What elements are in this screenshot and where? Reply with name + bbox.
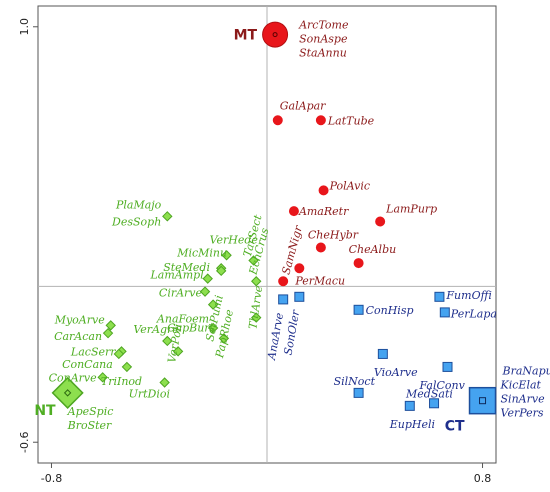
x-tick-label-0: -0.8	[41, 472, 62, 485]
green-label-plamajo: PlaMajo	[115, 198, 162, 211]
centroid-mt-center	[272, 32, 278, 38]
red-point-10	[294, 263, 305, 274]
green-point-7	[202, 273, 213, 284]
blue-point-9	[404, 400, 415, 411]
blue-point-1	[294, 291, 305, 302]
blue-point-3	[434, 291, 445, 302]
red-point-11	[278, 276, 289, 287]
green-point-2	[221, 250, 232, 261]
green-point-18	[159, 377, 170, 388]
green-label-cirarve: CirArve	[159, 287, 203, 300]
red-point-3	[272, 115, 283, 126]
centroid-label-nt: NT	[34, 403, 56, 419]
green-point-22	[251, 312, 262, 323]
red-label-galapar: GalApar	[280, 99, 326, 112]
red-label-chealbu: CheAlbu	[349, 243, 397, 256]
blue-point-7	[353, 387, 364, 398]
green-label-triinod: TriInod	[101, 375, 142, 388]
green-point-12	[102, 327, 114, 339]
green-label-caracan: CarAcan	[54, 330, 102, 343]
green-label-conarve: ConArve	[49, 371, 98, 384]
green-point-11	[105, 320, 116, 331]
centroid-label-mt: MT	[234, 28, 258, 44]
y-tick-label-0: 1.0	[18, 18, 31, 36]
blue-label-vioarve: VioArve	[374, 366, 418, 379]
blue-point-4	[439, 307, 450, 318]
green-label-capburs: CapBurs	[167, 322, 215, 335]
blue-label-medsati: MedSati	[405, 387, 453, 400]
blue-label-kicelat: KicElat	[500, 379, 542, 392]
green-label-apespic: ApeSpic	[67, 405, 114, 418]
green-point-8	[199, 286, 211, 297]
chart-marks	[51, 21, 497, 415]
green-label-thlarve: ThlArve	[246, 284, 265, 330]
red-label-lattube: LatTube	[327, 114, 375, 127]
red-label-amaretr: AmaRetr	[298, 205, 349, 218]
red-label-permacu: PerMacu	[294, 274, 345, 287]
plot-frame	[37, 5, 497, 464]
green-point-6	[251, 276, 262, 287]
blue-point-5	[377, 348, 388, 359]
red-point-9	[353, 258, 364, 269]
green-label-micminu: MicMinu	[176, 246, 227, 259]
centroid-nt-center	[63, 389, 72, 397]
blue-label-perlapa: PerLapa	[450, 307, 497, 320]
red-point-6	[288, 206, 299, 217]
centroid-mt	[262, 21, 289, 48]
green-point-17	[97, 372, 108, 383]
red-label-arctome: ArcTome	[298, 19, 349, 32]
red-label-staannu: StaAnnu	[299, 47, 347, 60]
red-point-5	[318, 185, 329, 196]
red-label-polavic: PolAvic	[329, 179, 371, 192]
green-point-3	[248, 255, 259, 266]
blue-label-sinarve: SinArve	[501, 393, 546, 406]
red-point-7	[375, 216, 386, 227]
centroid-label-ct: CT	[445, 419, 465, 435]
red-point-8	[315, 242, 326, 253]
green-point-9	[207, 299, 219, 310]
blue-label-fumoffi: FumOffi	[445, 289, 491, 302]
blue-label-branapu: BraNapu	[502, 365, 550, 378]
green-label-veragre: VerAgre	[133, 323, 179, 336]
blue-point-6	[442, 361, 453, 372]
red-label-sonaspe: SonAspe	[299, 33, 348, 46]
red-label-lampurp: LamPurp	[385, 203, 437, 216]
blue-label-conhisp: ConHisp	[366, 304, 414, 317]
green-label-myoarve: MyoArve	[54, 313, 106, 326]
centroid-nt	[51, 376, 84, 409]
red-label-chehybr: CheHybr	[308, 228, 359, 241]
green-point-0	[162, 211, 173, 222]
red-point-4	[315, 115, 326, 126]
green-label-dessoph: DesSoph	[111, 215, 161, 228]
green-label-lamampl: LamAmpl	[149, 269, 204, 282]
green-point-20	[207, 322, 219, 334]
green-label-urtdioi: UrtDioi	[129, 388, 170, 401]
blue-label-eupheli: EupHeli	[389, 418, 435, 431]
centroid-ct	[468, 386, 497, 415]
green-point-16	[121, 361, 133, 373]
green-point-15	[113, 348, 125, 360]
blue-point-0	[278, 294, 289, 305]
green-label-lacserr: LacSerr	[70, 345, 116, 358]
blue-point-2	[353, 304, 364, 315]
x-tick-label-1: 0.8	[474, 472, 492, 485]
y-tick-label-1: -0.6	[18, 431, 31, 452]
blue-point-8	[429, 398, 440, 409]
green-point-5	[215, 265, 227, 277]
green-label-broster: BroSter	[67, 419, 112, 432]
green-label-stemedi: SteMedi	[163, 261, 210, 274]
blue-label-verpers: VerPers	[501, 407, 544, 420]
green-label-anafoem: AnaFoem	[156, 313, 209, 326]
blue-label-silnoct: SilNoct	[334, 375, 376, 388]
centroid-ct-center	[479, 397, 487, 405]
axis-ticks: -0.8 0.8 1.0 -0.6	[18, 18, 491, 485]
green-point-19	[172, 346, 184, 357]
green-label-verhede: VerHede	[210, 233, 259, 246]
green-point-21	[218, 333, 230, 344]
green-label-concana: ConCana	[62, 358, 113, 371]
green-point-13	[162, 335, 173, 347]
blue-label-falconv: FalConv	[419, 379, 466, 392]
